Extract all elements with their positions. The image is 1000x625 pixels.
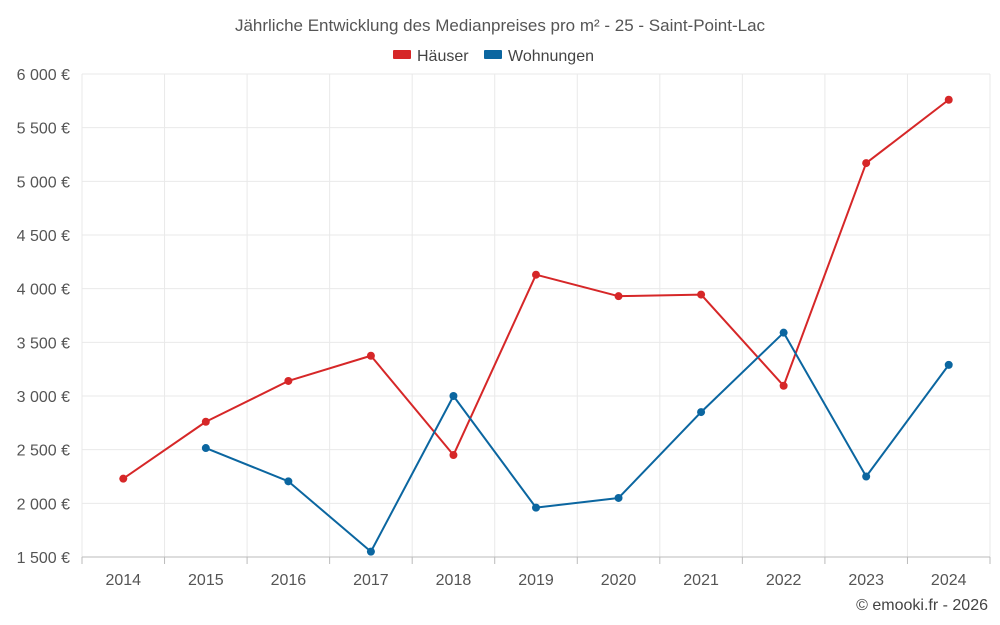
- data-point[interactable]: [449, 451, 458, 460]
- data-point[interactable]: [779, 328, 788, 337]
- data-point[interactable]: [944, 360, 953, 369]
- y-tick-label: 1 500 €: [17, 550, 70, 567]
- data-point[interactable]: [201, 444, 210, 453]
- legend-item[interactable]: Wohnungen: [484, 48, 594, 65]
- data-point[interactable]: [449, 392, 458, 400]
- data-point[interactable]: [614, 493, 623, 502]
- x-tick-label: 2014: [105, 572, 141, 589]
- x-tick-label: 2022: [766, 572, 802, 589]
- axes: [81, 556, 991, 564]
- y-tick-label: 4 000 €: [17, 282, 70, 299]
- y-tick-label: 2 500 €: [17, 443, 70, 460]
- x-tick-label: 2018: [436, 572, 472, 589]
- series-haeuser: [119, 95, 953, 483]
- data-point[interactable]: [532, 503, 540, 512]
- series-line: [205, 331, 950, 553]
- data-point[interactable]: [779, 381, 788, 390]
- x-tick-label: 2017: [353, 572, 389, 589]
- legend-label: Häuser: [417, 48, 469, 65]
- y-tick-label: 4 500 €: [17, 228, 70, 245]
- data-point[interactable]: [119, 474, 128, 483]
- y-tick-label: 5 500 €: [17, 121, 70, 138]
- data-point[interactable]: [614, 292, 623, 301]
- data-point[interactable]: [862, 159, 871, 168]
- data-point[interactable]: [366, 351, 375, 360]
- legend: Häuser Wohnungen: [393, 48, 594, 65]
- x-tick-label: 2016: [271, 572, 307, 589]
- series-wohnungen: [201, 328, 953, 556]
- legend-label: Wohnungen: [508, 48, 594, 65]
- series: [119, 95, 953, 556]
- x-axis-tick-labels: 2014 2015 2016 2017 2018 2019 2020 2021 2022 2023…: [105, 572, 966, 589]
- y-tick-label: 6 000 €: [17, 67, 70, 84]
- chart-title: Jährliche Entwicklung des Medianpreises …: [235, 16, 766, 35]
- data-point[interactable]: [697, 408, 706, 417]
- x-tick-label: 2015: [188, 572, 224, 589]
- credit-text: © emooki.fr - 2026: [856, 597, 988, 614]
- data-point[interactable]: [284, 376, 293, 385]
- legend-swatch: [393, 50, 411, 59]
- y-tick-label: 3 500 €: [17, 335, 70, 352]
- data-point[interactable]: [366, 547, 375, 556]
- legend-item[interactable]: Häuser: [393, 48, 469, 65]
- gridlines: [81, 73, 991, 557]
- y-axis-tick-labels: 1 500 € 2 000 € 2 500 € 3 000 € 3 500 € 4 000…: [17, 67, 70, 567]
- data-point[interactable]: [862, 472, 871, 481]
- data-point[interactable]: [532, 270, 540, 279]
- data-point[interactable]: [201, 417, 210, 426]
- data-point[interactable]: [697, 290, 706, 299]
- x-tick-label: 2023: [848, 572, 884, 589]
- y-tick-label: 2 000 €: [17, 496, 70, 513]
- y-tick-label: 5 000 €: [17, 174, 70, 191]
- x-tick-label: 2020: [601, 572, 637, 589]
- x-tick-label: 2019: [518, 572, 554, 589]
- data-point[interactable]: [944, 95, 953, 104]
- x-tick-label: 2024: [931, 572, 967, 589]
- legend-swatch: [484, 50, 502, 59]
- y-tick-label: 3 000 €: [17, 389, 70, 406]
- data-point[interactable]: [284, 477, 293, 486]
- x-tick-label: 2021: [683, 572, 719, 589]
